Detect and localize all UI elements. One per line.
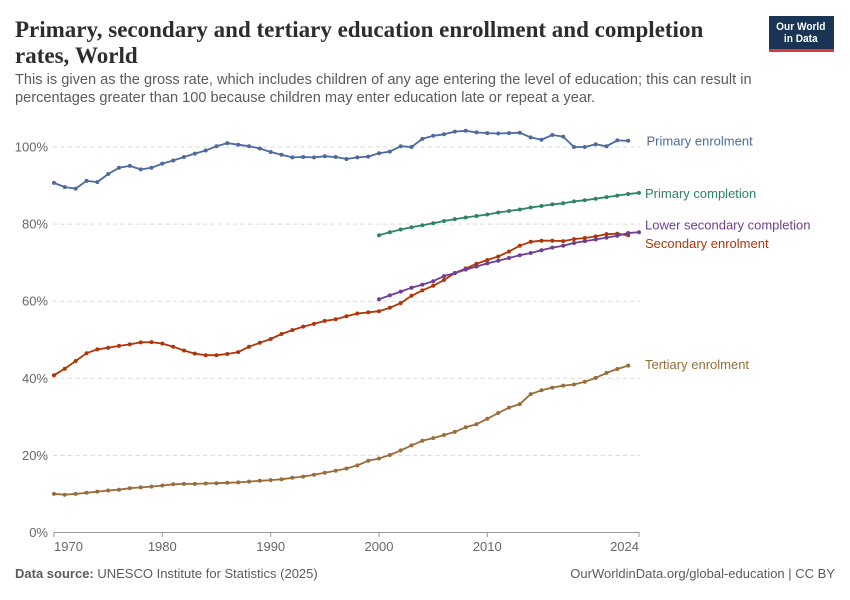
svg-text:60%: 60% xyxy=(22,294,48,309)
svg-text:100%: 100% xyxy=(15,140,49,155)
svg-text:2010: 2010 xyxy=(473,539,502,554)
svg-text:Tertiary enrolment: Tertiary enrolment xyxy=(645,357,749,372)
svg-text:80%: 80% xyxy=(22,217,48,232)
svg-text:Primary enrolment: Primary enrolment xyxy=(647,134,754,149)
svg-text:Secondary enrolment: Secondary enrolment xyxy=(645,236,769,251)
svg-text:Lower secondary completion: Lower secondary completion xyxy=(645,218,810,233)
svg-text:1970: 1970 xyxy=(54,539,83,554)
svg-text:1990: 1990 xyxy=(256,539,285,554)
svg-text:0%: 0% xyxy=(29,525,48,540)
svg-text:1980: 1980 xyxy=(148,539,177,554)
svg-text:40%: 40% xyxy=(22,371,48,386)
svg-text:20%: 20% xyxy=(22,448,48,463)
svg-text:Primary completion: Primary completion xyxy=(645,186,756,201)
svg-text:2024: 2024 xyxy=(610,539,639,554)
svg-text:2000: 2000 xyxy=(365,539,394,554)
